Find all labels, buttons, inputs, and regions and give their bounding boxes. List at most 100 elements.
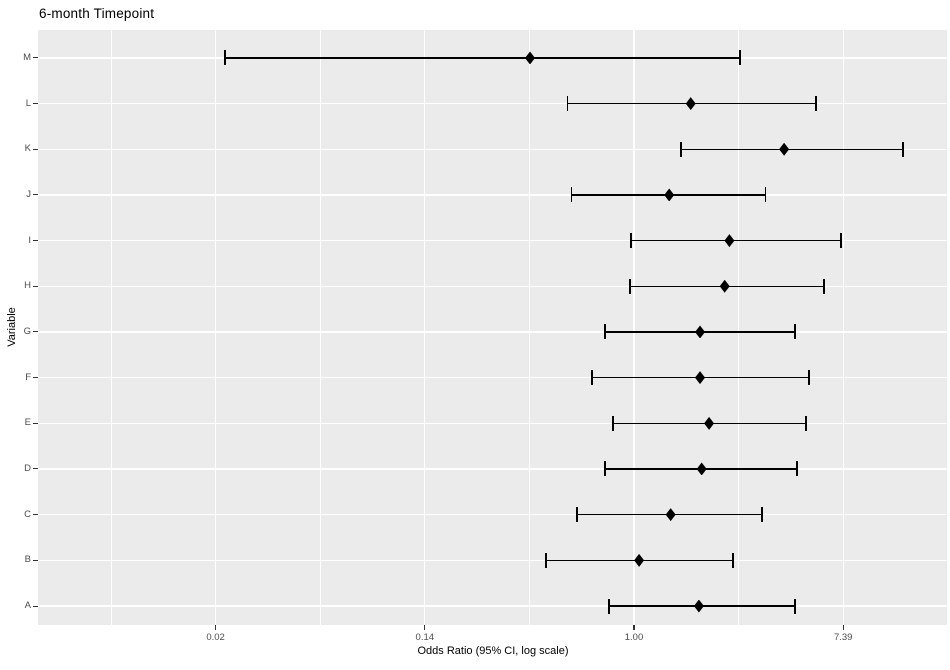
ci-cap-high <box>902 141 904 157</box>
y-gridline <box>38 331 948 333</box>
y-gridline <box>38 605 948 607</box>
ci-cap-high <box>731 552 734 568</box>
x-minor-gridline <box>738 30 739 625</box>
ci-line <box>681 148 904 151</box>
point-estimate-diamond <box>685 97 696 111</box>
x-minor-gridline <box>110 30 112 625</box>
ci-line <box>224 57 740 59</box>
y-tick-mark <box>33 194 38 196</box>
y-gridline <box>38 422 948 424</box>
y-tick-label: D <box>24 462 31 474</box>
point-estimate-diamond <box>719 279 730 293</box>
x-minor-gridline <box>947 30 948 625</box>
ci-cap-low <box>604 461 607 477</box>
y-tick-label: E <box>24 417 31 429</box>
point-estimate-diamond <box>634 553 645 567</box>
y-tick-label: J <box>26 188 31 200</box>
x-minor-gridline <box>319 30 321 625</box>
y-tick-mark <box>33 559 38 561</box>
x-major-gridline <box>424 30 426 625</box>
y-tick-mark <box>33 148 38 150</box>
y-tick-label: G <box>23 325 31 337</box>
x-tick-mark <box>215 625 217 630</box>
ci-cap-low <box>612 415 615 431</box>
x-tick-label: 0.14 <box>415 632 435 643</box>
ci-cap-low <box>591 370 593 386</box>
x-minor-gridline <box>529 30 530 625</box>
point-estimate-diamond <box>664 188 675 202</box>
ci-cap-high <box>793 598 796 614</box>
point-estimate-diamond <box>696 462 707 476</box>
point-estimate-diamond <box>695 325 706 339</box>
ci-cap-low <box>628 278 631 294</box>
y-tick-label: B <box>24 554 31 566</box>
y-tick-label: K <box>24 143 31 155</box>
x-axis-title: Odds Ratio (95% CI, log scale) <box>417 645 569 657</box>
ci-cap-low <box>223 50 226 66</box>
y-gridline <box>38 240 948 242</box>
ci-cap-high <box>815 96 817 112</box>
y-tick-mark <box>33 514 38 516</box>
ci-cap-high <box>796 461 799 477</box>
chart-title: 6-month Timepoint <box>39 6 155 21</box>
x-major-gridline <box>842 30 844 625</box>
ci-line <box>630 239 842 242</box>
y-gridline <box>38 148 948 150</box>
ci-cap-low <box>544 552 547 568</box>
ci-cap-low <box>576 507 578 523</box>
ci-cap-low <box>608 598 611 614</box>
ci-cap-low <box>604 324 607 340</box>
y-gridline <box>38 377 948 379</box>
x-tick-label: 1.00 <box>624 632 644 643</box>
plot-panel <box>38 30 948 625</box>
y-gridline <box>38 559 948 561</box>
x-major-gridline <box>633 30 635 625</box>
x-tick-label: 0.02 <box>206 632 225 643</box>
y-gridline <box>38 103 948 105</box>
y-tick-mark <box>33 377 38 379</box>
y-tick-label: C <box>24 508 31 520</box>
ci-cap-high <box>793 324 796 340</box>
point-estimate-diamond <box>695 371 706 385</box>
y-tick-mark <box>33 285 38 287</box>
y-tick-label: M <box>23 51 31 63</box>
point-estimate-diamond <box>704 416 715 430</box>
y-tick-label: L <box>25 97 31 109</box>
y-tick-mark <box>33 57 38 59</box>
y-tick-mark <box>33 331 38 333</box>
y-tick-label: H <box>24 280 31 292</box>
ci-cap-high <box>764 187 767 203</box>
point-estimate-diamond <box>724 234 735 248</box>
x-tick-mark <box>842 625 844 630</box>
y-tick-label: F <box>25 371 31 383</box>
point-estimate-diamond <box>693 599 704 613</box>
y-tick-mark <box>33 240 38 242</box>
ci-cap-low <box>570 187 573 203</box>
ci-cap-low <box>629 233 632 249</box>
x-major-gridline <box>214 30 217 625</box>
y-gridline <box>38 468 948 470</box>
ci-cap-high <box>805 415 807 431</box>
ci-cap-high <box>823 278 825 294</box>
ci-cap-high <box>738 50 741 66</box>
y-gridline <box>38 194 948 196</box>
point-estimate-diamond <box>779 142 790 156</box>
y-tick-mark <box>33 605 38 607</box>
x-tick-label: 7.39 <box>833 632 853 643</box>
y-tick-label: I <box>28 234 31 246</box>
y-tick-mark <box>33 103 38 105</box>
y-tick-mark <box>33 468 38 470</box>
ci-cap-high <box>840 233 843 249</box>
ci-cap-high <box>807 370 810 386</box>
x-tick-mark <box>633 625 635 630</box>
ci-cap-low <box>566 96 569 112</box>
x-tick-mark <box>424 625 426 630</box>
y-tick-label: A <box>24 600 31 611</box>
y-gridline <box>38 285 948 287</box>
ci-cap-low <box>680 141 683 157</box>
ci-cap-high <box>761 507 763 523</box>
point-estimate-diamond <box>665 508 676 522</box>
y-gridline <box>38 514 948 516</box>
y-tick-mark <box>33 422 38 424</box>
